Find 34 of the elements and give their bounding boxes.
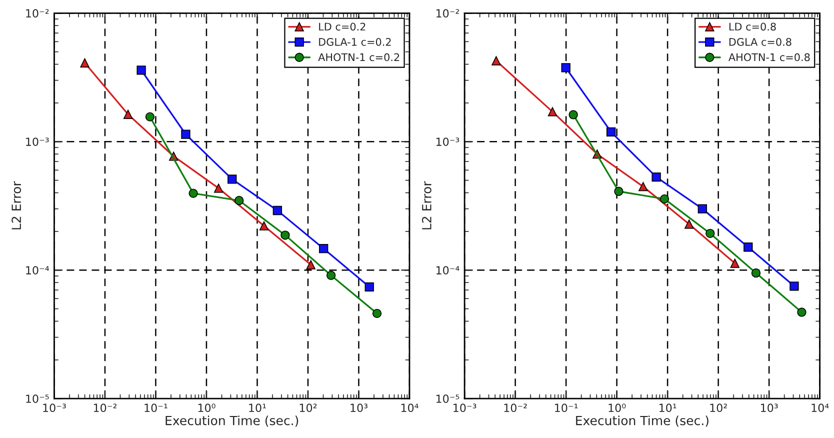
x-tick-label: 10⁻¹ xyxy=(144,404,168,412)
x-tick-label: 10¹ xyxy=(249,404,266,412)
x-tick-label: 10⁴ xyxy=(812,404,829,412)
y-axis-title: L2 Error xyxy=(12,181,22,230)
x-tick-label: 10³ xyxy=(760,404,778,412)
x-axis-title: Execution Time (sec.) xyxy=(576,416,708,427)
legend-label: AHOTN-1 c=0.8 xyxy=(728,53,810,62)
y-tick-label: 10⁻³ xyxy=(26,138,49,146)
y-tick-label: 10⁻⁴ xyxy=(436,266,460,274)
y-tick-label: 10⁻³ xyxy=(436,138,460,146)
x-tick-label: 10⁻³ xyxy=(454,404,476,412)
legend-label: DGLA c=0.8 xyxy=(729,38,792,46)
y-axis-title: L2 Error xyxy=(422,181,432,230)
y-tick-label: 10⁻⁵ xyxy=(436,394,460,403)
x-tick-label: 10⁴ xyxy=(401,404,418,412)
legend-label: DGLA-1 c=0.2 xyxy=(319,38,391,46)
x-tick-label: 10⁻¹ xyxy=(555,404,578,412)
x-tick-label: 10⁰ xyxy=(608,404,626,412)
x-tick-label: 10⁻² xyxy=(94,404,116,412)
y-tick-label: 10⁻² xyxy=(436,9,459,18)
y-tick-label: 10⁻² xyxy=(26,9,49,18)
x-tick-label: 10⁻³ xyxy=(43,404,66,412)
x-tick-label: 10⁻² xyxy=(504,404,527,412)
legend-label: LD c=0.8 xyxy=(729,22,776,31)
x-tick-label: 10⁰ xyxy=(198,404,216,412)
y-tick-label: 10⁻⁵ xyxy=(26,394,49,403)
x-tick-label: 10¹ xyxy=(659,404,676,412)
x-axis-title: Execution Time (sec.) xyxy=(166,416,298,427)
x-tick-label: 10² xyxy=(710,404,727,412)
y-tick-label: 10⁻⁴ xyxy=(26,266,49,274)
x-tick-label: 10² xyxy=(300,404,317,412)
x-tick-label: 10³ xyxy=(350,404,368,412)
legend-label: AHOTN-1 c=0.2 xyxy=(318,53,400,62)
legend-label: LD c=0.2 xyxy=(319,22,366,31)
